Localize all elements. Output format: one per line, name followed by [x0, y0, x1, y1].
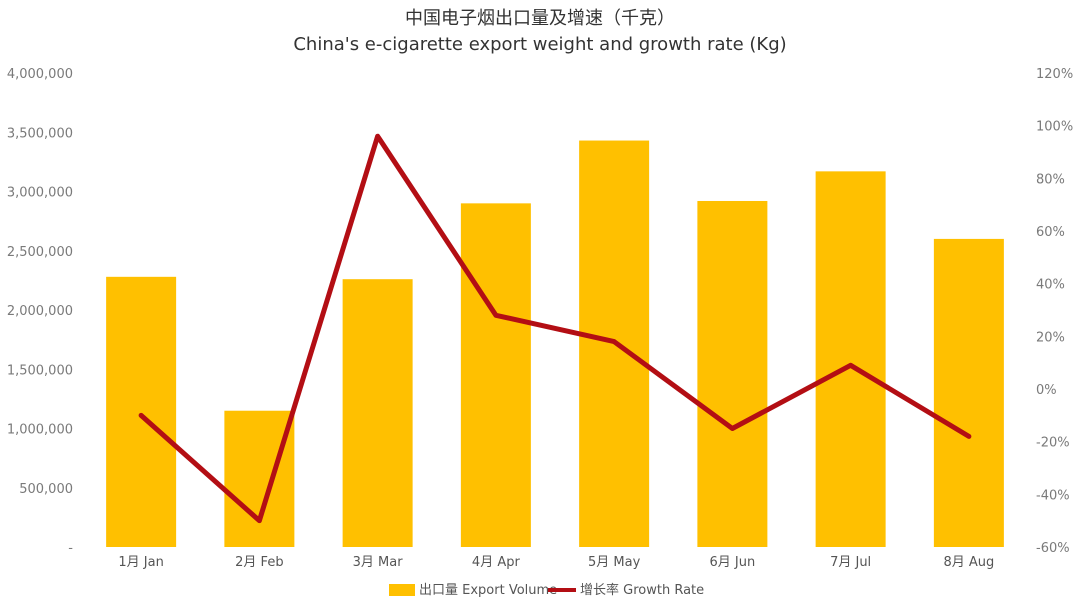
y-right-tick-label: 80% [1036, 172, 1065, 187]
x-tick-label: 2月 Feb [235, 555, 283, 570]
y-right-tick-label: 60% [1036, 225, 1065, 240]
y-left-tick-label: 3,000,000 [7, 186, 73, 201]
legend-label-line: 增长率 Growth Rate [580, 582, 704, 598]
bar-1 [106, 276, 177, 547]
y-right-tick-label: 0% [1036, 383, 1057, 398]
y-left-tick-label: - [68, 541, 73, 556]
bar-7 [815, 171, 886, 548]
x-tick-label: 6月 Jun [710, 555, 756, 570]
x-tick-label: 5月 May [588, 555, 641, 570]
growth-point-5 [612, 339, 617, 344]
growth-point-7 [848, 363, 853, 368]
right-axis: -60% -40% -20% 0% 20% 40% 60% 80% 100% 120% [1036, 67, 1073, 556]
chart-title: 中国电子烟出口量及增速（千克） [405, 8, 675, 29]
legend-label-bar: 出口量 Export Volume [419, 583, 557, 598]
y-left-tick-label: 1,000,000 [7, 423, 73, 438]
y-right-tick-label: 100% [1036, 120, 1073, 135]
x-tick-label: 3月 Mar [353, 555, 404, 570]
x-tick-label: 1月 Jan [118, 555, 163, 570]
legend: 出口量 Export Volume 增长率 Growth Rate [389, 582, 704, 598]
y-left-tick-label: 2,000,000 [7, 304, 73, 319]
x-tick-label: 7月 Jul [830, 555, 871, 570]
bar-2 [224, 410, 295, 547]
x-tick-label: 4月 Apr [472, 555, 521, 570]
growth-point-4 [493, 313, 498, 318]
y-left-tick-label: 4,000,000 [7, 67, 73, 82]
x-tick-label: 8月 Aug [943, 555, 994, 570]
y-right-tick-label: -20% [1036, 436, 1070, 451]
line-series [138, 133, 972, 524]
growth-point-8 [966, 434, 971, 439]
y-left-tick-label: 3,500,000 [7, 126, 73, 141]
y-right-tick-label: -40% [1036, 488, 1070, 503]
y-right-tick-label: 120% [1036, 67, 1073, 82]
bar-8 [933, 238, 1004, 547]
x-axis: 1月 Jan 2月 Feb 3月 Mar 4月 Apr 5月 May 6月 Jun 7月 J… [118, 555, 994, 570]
y-left-tick-label: 500,000 [19, 482, 73, 497]
y-right-tick-label: 20% [1036, 330, 1065, 345]
bar-6 [697, 200, 768, 548]
growth-rate-line [138, 133, 972, 524]
chart-subtitle: China's e-cigarette export weight and gr… [293, 34, 786, 55]
y-left-tick-label: 1,500,000 [7, 363, 73, 378]
y-right-tick-label: -60% [1036, 541, 1070, 556]
growth-point-2 [257, 518, 262, 523]
y-left-tick-label: 2,500,000 [7, 245, 73, 260]
growth-point-1 [139, 413, 144, 418]
bar-series [106, 140, 1004, 548]
growth-point-6 [730, 426, 735, 431]
growth-point-3 [375, 134, 380, 139]
bar-3 [342, 279, 413, 547]
legend-swatch-bar [389, 584, 415, 596]
bar-4 [460, 203, 531, 547]
left-axis: - 500,000 1,000,000 1,500,000 2,000,000 2,500… [7, 67, 73, 556]
y-right-tick-label: 40% [1036, 278, 1065, 293]
